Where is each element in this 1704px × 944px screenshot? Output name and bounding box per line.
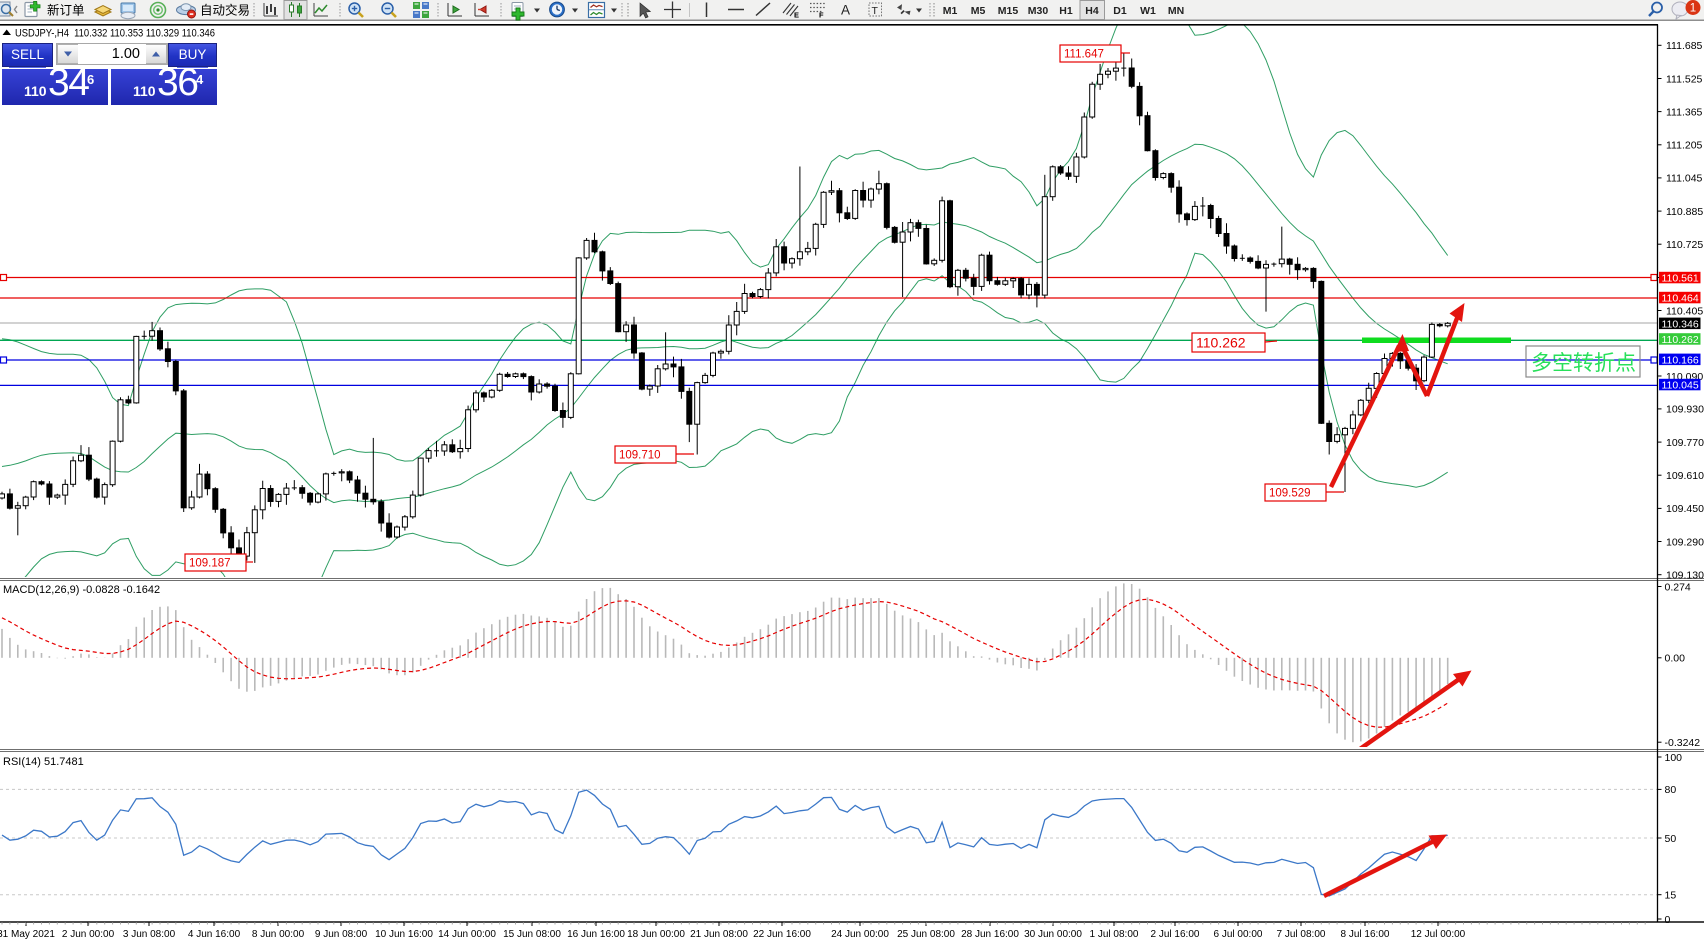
- svg-text:M30: M30: [1028, 5, 1049, 17]
- svg-text:22 Jun 16:00: 22 Jun 16:00: [753, 929, 811, 940]
- svg-text:14 Jun 00:00: 14 Jun 00:00: [438, 929, 496, 940]
- svg-text:新订单: 新订单: [47, 3, 85, 18]
- svg-text:109.610: 109.610: [1666, 470, 1704, 482]
- svg-text:M15: M15: [998, 5, 1019, 17]
- svg-text:111.045: 111.045: [1666, 173, 1703, 185]
- svg-text:111.685: 111.685: [1666, 40, 1703, 52]
- svg-text:15: 15: [1665, 890, 1677, 902]
- svg-text:110.045: 110.045: [1662, 380, 1699, 392]
- svg-text:9 Jun 08:00: 9 Jun 08:00: [315, 929, 368, 940]
- svg-text:109.770: 109.770: [1666, 437, 1704, 449]
- svg-text:110.405: 110.405: [1666, 305, 1703, 317]
- svg-text:109.710: 109.710: [619, 450, 661, 462]
- svg-text:110.725: 110.725: [1666, 239, 1703, 251]
- svg-text:25 Jun 08:00: 25 Jun 08:00: [897, 929, 955, 940]
- svg-text:6 Jul 00:00: 6 Jul 00:00: [1214, 929, 1263, 940]
- svg-text:4 Jun 16:00: 4 Jun 16:00: [188, 929, 241, 940]
- svg-text:109.529: 109.529: [1269, 488, 1311, 500]
- svg-text:0.274: 0.274: [1665, 581, 1691, 593]
- svg-text:-0.3242: -0.3242: [1665, 737, 1701, 749]
- svg-text:30 Jun 00:00: 30 Jun 00:00: [1024, 929, 1082, 940]
- svg-text:多空转折点: 多空转折点: [1531, 352, 1636, 375]
- svg-text:F: F: [819, 11, 824, 20]
- svg-text:0.00: 0.00: [1665, 653, 1686, 665]
- svg-text:16 Jun 16:00: 16 Jun 16:00: [567, 929, 625, 940]
- svg-text:109.450: 109.450: [1666, 503, 1704, 515]
- svg-text:1: 1: [1690, 3, 1696, 15]
- svg-text:10 Jun 16:00: 10 Jun 16:00: [375, 929, 433, 940]
- svg-text:MACD(12,26,9) -0.0828 -0.1642: MACD(12,26,9) -0.0828 -0.1642: [3, 584, 160, 596]
- svg-text:110.885: 110.885: [1666, 206, 1703, 218]
- svg-text:28 Jun 16:00: 28 Jun 16:00: [961, 929, 1019, 940]
- svg-text:109.290: 109.290: [1666, 536, 1704, 548]
- svg-text:8 Jun 00:00: 8 Jun 00:00: [252, 929, 305, 940]
- svg-text:H1: H1: [1059, 5, 1073, 17]
- svg-text:24 Jun 00:00: 24 Jun 00:00: [831, 929, 889, 940]
- svg-text:111.365: 111.365: [1666, 106, 1703, 118]
- svg-text:自动交易: 自动交易: [200, 3, 250, 18]
- svg-text:110.262: 110.262: [1196, 335, 1246, 351]
- svg-text:2 Jul 16:00: 2 Jul 16:00: [1151, 929, 1200, 940]
- svg-text:M1: M1: [943, 5, 958, 17]
- svg-text:21 Jun 08:00: 21 Jun 08:00: [690, 929, 748, 940]
- svg-text:USDJPY-,H4 110.332 110.353 11: USDJPY-,H4 110.332 110.353 110.329 110.3…: [15, 28, 215, 40]
- svg-text:111.647: 111.647: [1064, 49, 1104, 61]
- svg-text:15 Jun 08:00: 15 Jun 08:00: [503, 929, 561, 940]
- svg-text:110.166: 110.166: [1662, 354, 1699, 366]
- svg-text:0: 0: [1665, 914, 1671, 926]
- svg-text:RSI(14) 51.7481: RSI(14) 51.7481: [3, 756, 84, 768]
- svg-text:2 Jun 00:00: 2 Jun 00:00: [62, 929, 115, 940]
- svg-text:109.187: 109.187: [189, 558, 231, 570]
- svg-text:T: T: [872, 5, 879, 17]
- svg-text:100: 100: [1665, 752, 1683, 764]
- svg-text:H4: H4: [1085, 5, 1099, 17]
- svg-text:18 Jun 00:00: 18 Jun 00:00: [627, 929, 685, 940]
- svg-text:31 May 2021: 31 May 2021: [0, 929, 55, 940]
- svg-text:109.930: 109.930: [1666, 404, 1704, 416]
- svg-text:12 Jul 00:00: 12 Jul 00:00: [1411, 929, 1466, 940]
- svg-text:110.561: 110.561: [1662, 273, 1699, 285]
- svg-text:1 Jul 08:00: 1 Jul 08:00: [1090, 929, 1139, 940]
- svg-text:110.464: 110.464: [1662, 293, 1699, 305]
- svg-text:111.205: 111.205: [1666, 140, 1703, 152]
- svg-text:8 Jul 16:00: 8 Jul 16:00: [1341, 929, 1390, 940]
- svg-text:W1: W1: [1140, 5, 1156, 17]
- svg-text:D1: D1: [1113, 5, 1127, 17]
- svg-text:110.346: 110.346: [1662, 318, 1699, 330]
- svg-text:E: E: [794, 11, 799, 20]
- svg-text:A: A: [841, 3, 850, 18]
- svg-text:M5: M5: [971, 5, 986, 17]
- svg-text:111.525: 111.525: [1666, 73, 1703, 85]
- svg-text:MN: MN: [1168, 5, 1184, 17]
- svg-text:110.262: 110.262: [1662, 334, 1699, 346]
- svg-text:50: 50: [1665, 833, 1677, 845]
- svg-text:7 Jul 08:00: 7 Jul 08:00: [1277, 929, 1326, 940]
- svg-text:109.130: 109.130: [1666, 570, 1704, 582]
- svg-text:80: 80: [1665, 784, 1677, 796]
- svg-text:3 Jun 08:00: 3 Jun 08:00: [123, 929, 176, 940]
